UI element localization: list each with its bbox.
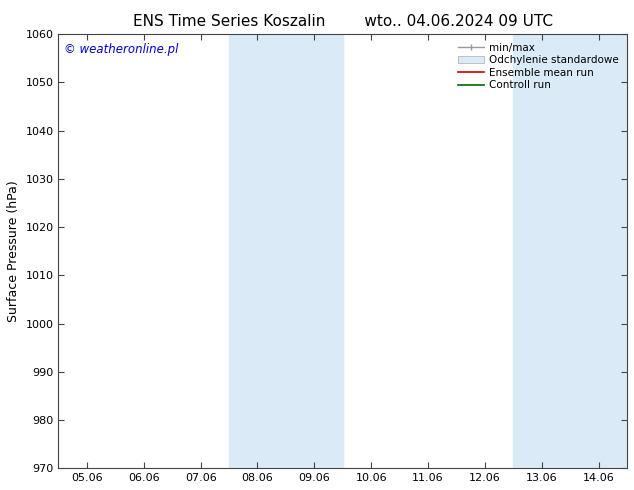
Legend: min/max, Odchylenie standardowe, Ensemble mean run, Controll run: min/max, Odchylenie standardowe, Ensembl… — [455, 39, 622, 94]
Bar — [514, 34, 627, 468]
Y-axis label: Surface Pressure (hPa): Surface Pressure (hPa) — [7, 180, 20, 322]
Text: © weatheronline.pl: © weatheronline.pl — [64, 43, 179, 56]
Title: ENS Time Series Koszalin        wto.. 04.06.2024 09 UTC: ENS Time Series Koszalin wto.. 04.06.202… — [133, 14, 553, 29]
Bar — [229, 34, 343, 468]
